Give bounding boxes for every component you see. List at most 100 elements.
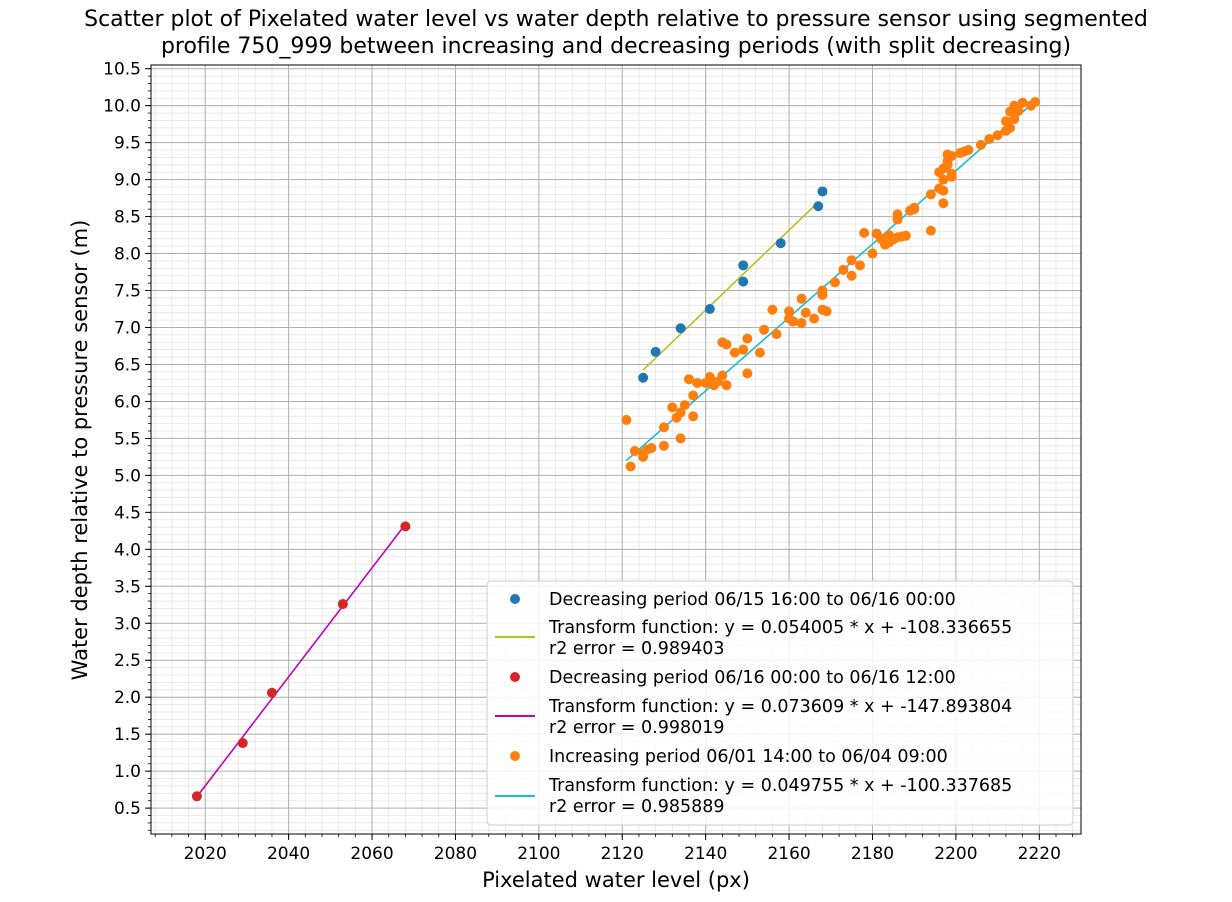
y-tick-label: 5.5 [114, 429, 141, 449]
data-point-series-3 [704, 372, 715, 383]
data-point-series-1 [817, 186, 828, 197]
data-point-series-1 [638, 372, 649, 383]
data-point-series-3 [688, 411, 699, 422]
data-point-series-3 [942, 159, 953, 170]
data-point-series-3 [658, 440, 669, 451]
legend-marker-series-1 [510, 594, 520, 604]
chart-title-line-2: profile 750_999 between increasing and d… [160, 34, 1072, 59]
x-tick-label: 2020 [184, 844, 227, 864]
legend-marker-series-2 [510, 672, 520, 682]
data-point-series-3 [629, 445, 640, 456]
y-tick-label: 8.5 [114, 208, 141, 228]
data-point-series-1 [738, 276, 749, 287]
x-tick-label: 2060 [350, 844, 393, 864]
x-tick-label: 2040 [267, 844, 310, 864]
y-tick-label: 4.5 [114, 503, 141, 523]
data-point-series-3 [784, 306, 795, 317]
data-point-series-3 [742, 333, 753, 344]
y-tick-label: 4.0 [114, 540, 141, 560]
y-tick-label: 8.0 [114, 245, 141, 265]
data-point-series-1 [675, 323, 686, 334]
x-tick-label: 2100 [517, 844, 560, 864]
legend-label-fit-3-equation: Transform function: y = 0.049755 * x + -… [548, 776, 1012, 796]
x-tick-label: 2140 [684, 844, 727, 864]
legend-box [486, 580, 1074, 826]
y-tick-label: 10.5 [103, 60, 141, 80]
data-point-series-3 [925, 189, 936, 200]
data-point-series-3 [1013, 105, 1024, 116]
legend-label-series-2: Decreasing period 06/16 00:00 to 06/16 1… [549, 668, 956, 688]
data-point-series-3 [771, 329, 782, 340]
y-tick-label: 7.5 [114, 282, 141, 302]
y-tick-label: 10.0 [103, 97, 141, 117]
x-tick-label: 2120 [601, 844, 644, 864]
data-point-series-2 [266, 687, 277, 698]
legend-label-fit-3-r2: r2 error = 0.985889 [549, 797, 725, 817]
data-point-series-1 [775, 238, 786, 249]
data-point-series-3 [788, 316, 799, 327]
y-tick-label: 9.0 [114, 171, 141, 191]
y-tick-label: 1.5 [114, 725, 141, 745]
data-point-series-3 [692, 377, 703, 388]
legend-label-fit-1-equation: Transform function: y = 0.054005 * x + -… [548, 618, 1012, 638]
y-tick-label: 7.0 [114, 318, 141, 338]
data-point-series-1 [704, 304, 715, 315]
data-point-series-3 [675, 407, 686, 418]
data-point-series-3 [754, 347, 765, 358]
data-point-series-3 [975, 139, 986, 150]
data-point-series-3 [658, 422, 669, 433]
data-point-series-3 [846, 270, 857, 281]
y-tick-label: 2.0 [114, 688, 141, 708]
data-point-series-1 [650, 346, 661, 357]
data-point-series-3 [646, 443, 657, 454]
data-point-series-3 [679, 400, 690, 411]
data-point-series-3 [846, 255, 857, 266]
data-point-series-3 [1030, 96, 1041, 107]
data-point-series-3 [821, 306, 832, 317]
data-point-series-3 [925, 225, 936, 236]
y-tick-label: 6.5 [114, 355, 141, 375]
legend-marker-series-3 [510, 751, 520, 761]
data-point-series-3 [721, 380, 732, 391]
y-tick-label: 0.5 [114, 799, 141, 819]
data-point-series-1 [813, 201, 824, 212]
data-point-series-3 [892, 209, 903, 220]
data-point-series-3 [817, 285, 828, 296]
y-axis-label: Water depth relative to pressure sensor … [68, 220, 92, 681]
data-point-series-3 [742, 368, 753, 379]
data-points [191, 96, 1041, 802]
data-point-series-3 [767, 304, 778, 315]
fit-line-2 [196, 523, 407, 798]
legend-label-series-3: Increasing period 06/01 14:00 to 06/04 0… [549, 747, 948, 767]
data-point-series-3 [909, 204, 920, 215]
data-point-series-3 [621, 414, 632, 425]
data-point-series-3 [1009, 113, 1020, 124]
x-tick-label: 2180 [851, 844, 894, 864]
data-point-series-3 [838, 264, 849, 275]
x-tick-label: 2220 [1018, 844, 1061, 864]
y-tick-label: 6.0 [114, 392, 141, 412]
axis-ticks [145, 68, 1074, 840]
data-point-series-3 [938, 185, 949, 196]
legend-label-fit-2-equation: Transform function: y = 0.073609 * x + -… [548, 697, 1012, 717]
y-tick-label: 5.0 [114, 466, 141, 486]
data-point-series-3 [738, 344, 749, 355]
data-point-series-3 [729, 347, 740, 358]
data-point-series-1 [738, 260, 749, 271]
y-tick-label: 3.0 [114, 614, 141, 634]
data-point-series-3 [683, 374, 694, 385]
data-point-series-3 [759, 324, 770, 335]
axis-tick-labels: 2020 2040 2060 2080 2100 2120 2140 2160 2180 2200… [103, 60, 1061, 864]
data-point-series-3 [667, 402, 678, 413]
x-tick-label: 2200 [934, 844, 977, 864]
data-point-series-3 [625, 461, 636, 472]
data-point-series-3 [717, 370, 728, 381]
data-point-series-2 [400, 521, 411, 532]
data-point-series-3 [867, 248, 878, 259]
data-point-series-3 [992, 130, 1003, 141]
data-point-series-2 [191, 791, 202, 802]
y-tick-label: 2.5 [114, 651, 141, 671]
data-point-series-3 [675, 433, 686, 444]
data-point-series-3 [1017, 97, 1028, 108]
